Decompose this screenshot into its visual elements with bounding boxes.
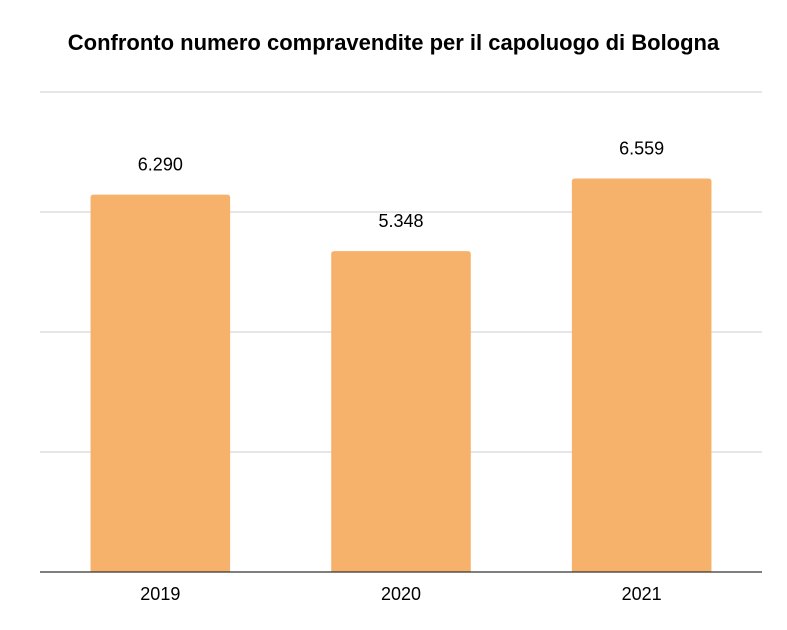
bar-2019 bbox=[90, 194, 231, 572]
x-tick-label-2020: 2020 bbox=[381, 584, 421, 604]
data-label-2020: 5.348 bbox=[378, 211, 423, 231]
x-tick-label-2021: 2021 bbox=[622, 584, 662, 604]
x-tick-label-2019: 2019 bbox=[140, 584, 180, 604]
data-label-2019: 6.290 bbox=[138, 155, 183, 175]
bar-2021 bbox=[571, 178, 712, 572]
bar-2020 bbox=[331, 251, 471, 572]
chart-title: Confronto numero compravendite per il ca… bbox=[67, 30, 720, 55]
data-label-2021: 6.559 bbox=[619, 138, 664, 158]
